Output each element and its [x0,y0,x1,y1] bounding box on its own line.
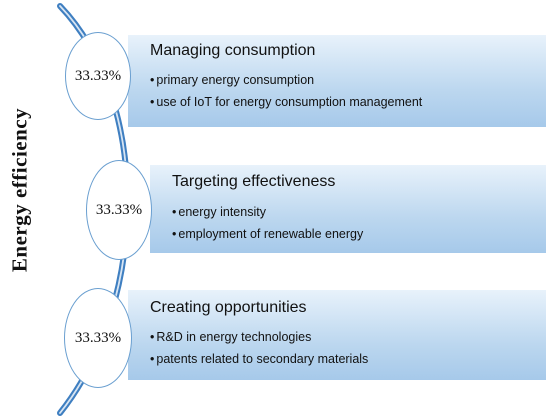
percent-circle: 33.33% [86,160,152,260]
item-bullet: R&D in energy technologies [150,326,368,348]
item-bullet-list: energy intensity employment of renewable… [172,201,363,245]
item-bullet-list: primary energy consumption use of IoT fo… [150,69,422,113]
item-heading: Targeting effectiveness [172,173,336,190]
item-heading: Creating opportunities [150,299,307,316]
item-bullet: patents related to secondary materials [150,348,368,370]
item-bullet: primary energy consumption [150,69,422,91]
percent-circle: 33.33% [64,288,132,388]
percent-circle: 33.33% [65,32,131,120]
item-bullet: energy intensity [172,201,363,223]
item-bullet: employment of renewable energy [172,223,363,245]
item-heading: Managing consumption [150,42,316,59]
item-bullet-list: R&D in energy technologies patents relat… [150,326,368,370]
diagram-title: Energy efficiency [7,107,32,273]
item-bullet: use of IoT for energy consumption manage… [150,91,422,113]
